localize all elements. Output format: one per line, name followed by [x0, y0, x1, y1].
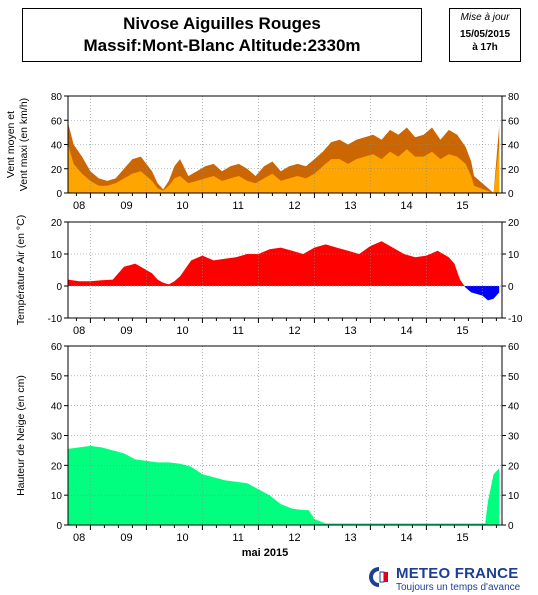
update-date: 15/05/2015 — [459, 29, 511, 40]
panel-2-ytick-label-left-1: 0 — [56, 282, 62, 293]
panel-2-xtick-label-4: 12 — [288, 325, 300, 337]
panel-1-ylabel-line-2: Vent maxi (en km/h) — [18, 98, 30, 191]
update-label: Mise à jour — [460, 12, 510, 23]
panel-3-ytick-label-right-1: 10 — [508, 491, 520, 502]
panel-2-ytick-label-left-2: 10 — [51, 250, 63, 261]
panel-2-xtick-label-3: 11 — [232, 325, 243, 337]
panel-2-xtick-label-1: 09 — [120, 325, 132, 337]
panel-3-xtick-label-5: 13 — [344, 532, 356, 544]
panel-1-xtick-label-2: 10 — [176, 200, 188, 212]
panel-1-ytick-label-left-4: 80 — [51, 92, 63, 103]
panel-1-ytick-label-right-3: 60 — [508, 116, 520, 127]
panel-2-frame — [67, 221, 503, 319]
chart-title-box: Nivose Aiguilles Rouges Massif:Mont-Blan… — [22, 8, 422, 62]
panel-3-ytick-label-left-2: 20 — [51, 461, 63, 472]
panel-1-ytick-label-left-2: 40 — [51, 141, 63, 152]
logo-name: METEO FRANCE — [396, 565, 519, 582]
panel-3-ytick-label-right-6: 60 — [508, 342, 520, 353]
panel-1-xtick-label-1: 09 — [120, 200, 132, 212]
panel-3-xtick-label-2: 10 — [176, 532, 188, 544]
panel-2-ytick-label-left-0: -10 — [48, 314, 63, 325]
chart-title-line2: Massif:Mont-Blanc Altitude:2330m — [83, 36, 361, 55]
panel-3-ytick-label-left-4: 40 — [51, 402, 63, 413]
panel-2-ytick-label-right-0: -10 — [508, 314, 523, 325]
meteo-france-logo-icon — [369, 567, 388, 587]
update-time: à 17h — [472, 42, 498, 53]
panel-1-xtick-label-7: 15 — [456, 200, 468, 212]
panel-2-xtick-label-0: 08 — [73, 325, 85, 337]
panel-3-ytick-label-right-5: 50 — [508, 372, 520, 383]
panel-3-xtick-label-6: 14 — [400, 532, 412, 544]
panel-3-series-1-area — [68, 445, 500, 525]
panel-3-ytick-label-left-0: 0 — [56, 521, 62, 532]
panel-3-xtick-label-4: 12 — [288, 532, 300, 544]
panel-3-xtick-label-0: 08 — [73, 532, 85, 544]
panel-1-ytick-label-right-1: 20 — [508, 165, 520, 176]
panel-1-xtick-label-0: 08 — [73, 200, 85, 212]
panel-1-ytick-label-left-0: 0 — [56, 189, 62, 200]
update-info-box: Mise à jour 15/05/2015 à 17h — [449, 8, 521, 62]
panel-1-ytick-label-right-0: 0 — [508, 189, 514, 200]
panel-1-xtick-label-5: 13 — [344, 200, 356, 212]
panel-1-series-2-area — [68, 144, 500, 193]
panel-1-ytick-label-left-3: 60 — [51, 116, 63, 127]
panel-1-ylabel-line-1: Vent moyen et — [5, 111, 17, 178]
panel-1-xtick-label-4: 12 — [288, 200, 300, 212]
panel-3-xtick-label-7: 15 — [456, 532, 468, 544]
panel-1-xtick-label-6: 14 — [400, 200, 412, 212]
panel-3-xlabel: mai 2015 — [242, 547, 288, 559]
panel-3-xtick-label-3: 11 — [232, 532, 243, 544]
panel-3-ylabel-line-1: Hauteur de Neige (en cm) — [15, 375, 27, 496]
station-charts: 0 0 20 20 40 40 60 60 80 80 08 09 10 11 12 13 14 15 Vent m… — [5, 92, 523, 559]
panel-2-xtick-label-5: 13 — [344, 325, 356, 337]
panel-2-ytick-label-right-3: 20 — [508, 218, 520, 229]
chart-title-line1: Nivose Aiguilles Rouges — [123, 14, 321, 33]
panel-2-xtick-label-2: 10 — [176, 325, 188, 337]
panel-2-series-positive-area — [68, 241, 500, 286]
panel-2-ytick-label-right-2: 10 — [508, 250, 520, 261]
panel-2-ytick-label-left-3: 20 — [51, 218, 63, 229]
panel-1-ytick-label-left-1: 20 — [51, 165, 63, 176]
logo-tagline: Toujours un temps d'avance — [396, 582, 521, 593]
panel-3-ytick-label-left-1: 10 — [51, 491, 63, 502]
panel-3-ytick-label-left-3: 30 — [51, 432, 63, 443]
panel-2-ytick-label-right-1: 0 — [508, 282, 514, 293]
panel-2-ylabel-line-1: Température Air (en °C) — [15, 215, 27, 325]
panel-3-xtick-label-1: 09 — [120, 532, 132, 544]
panel-1-xtick-label-3: 11 — [232, 200, 243, 212]
panel-3-ytick-label-right-0: 0 — [508, 521, 514, 532]
panel-3-ytick-label-right-3: 30 — [508, 432, 520, 443]
panel-1-ytick-label-right-2: 40 — [508, 141, 520, 152]
panel-1-ytick-label-right-4: 80 — [508, 92, 520, 103]
panel-3-ytick-label-right-2: 20 — [508, 461, 520, 472]
panel-3-ytick-label-right-4: 40 — [508, 402, 520, 413]
panel-2-xtick-label-6: 14 — [400, 325, 412, 337]
panel-2-xtick-label-7: 15 — [456, 325, 468, 337]
panel-3-ytick-label-left-5: 50 — [51, 372, 63, 383]
meteo-france-logo: METEO FRANCE Toujours un temps d'avance — [368, 563, 533, 595]
panel-3-ytick-label-left-6: 60 — [51, 342, 63, 353]
